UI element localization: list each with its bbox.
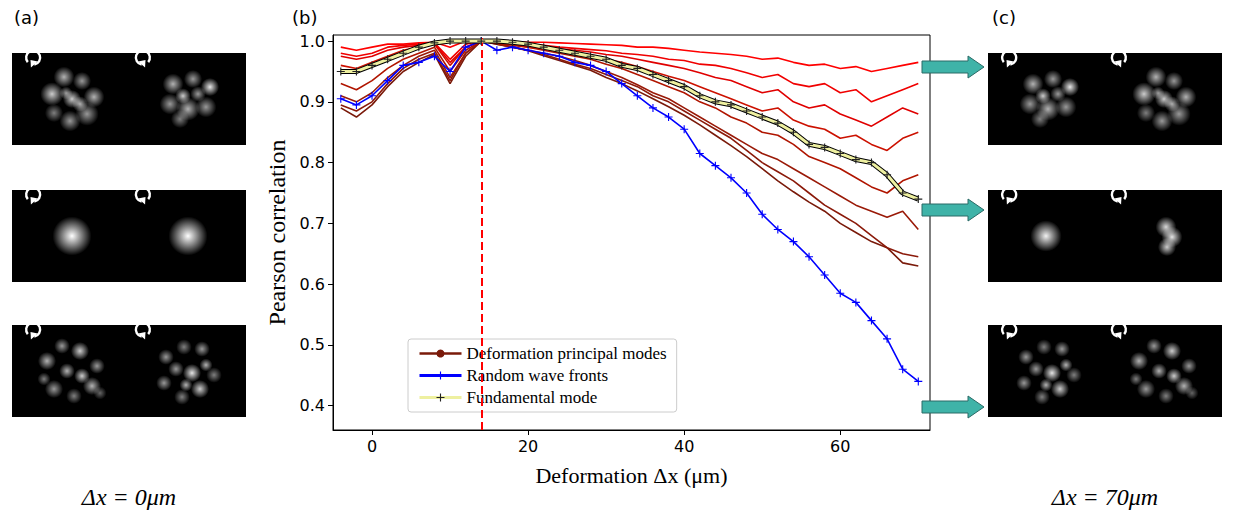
svg-text:Δx = 0μm: Δx = 0μm bbox=[81, 484, 176, 510]
svg-text:60: 60 bbox=[830, 437, 850, 456]
svg-text:0.4: 0.4 bbox=[300, 396, 325, 415]
svg-text:Fundamental mode: Fundamental mode bbox=[467, 388, 598, 407]
svg-text:Pearson correlation: Pearson correlation bbox=[264, 140, 290, 326]
svg-text:20: 20 bbox=[518, 437, 538, 456]
svg-text:0.8: 0.8 bbox=[300, 153, 325, 172]
svg-text:0.7: 0.7 bbox=[300, 214, 325, 233]
svg-text:(c): (c) bbox=[992, 7, 1016, 28]
svg-text:0.9: 0.9 bbox=[300, 92, 325, 111]
svg-text:(a): (a) bbox=[14, 7, 39, 28]
svg-text:40: 40 bbox=[674, 437, 694, 456]
svg-text:Random wave fronts: Random wave fronts bbox=[467, 366, 609, 385]
svg-text:Δx = 70μm: Δx = 70μm bbox=[1051, 484, 1158, 510]
svg-text:(b): (b) bbox=[292, 7, 317, 28]
svg-text:Deformation Δx (μm): Deformation Δx (μm) bbox=[535, 463, 727, 488]
svg-text:1.0: 1.0 bbox=[300, 32, 325, 51]
svg-text:0: 0 bbox=[367, 437, 377, 456]
svg-text:0.6: 0.6 bbox=[300, 275, 325, 294]
svg-text:Deformation principal modes: Deformation principal modes bbox=[467, 344, 667, 363]
svg-text:0.5: 0.5 bbox=[300, 335, 325, 354]
